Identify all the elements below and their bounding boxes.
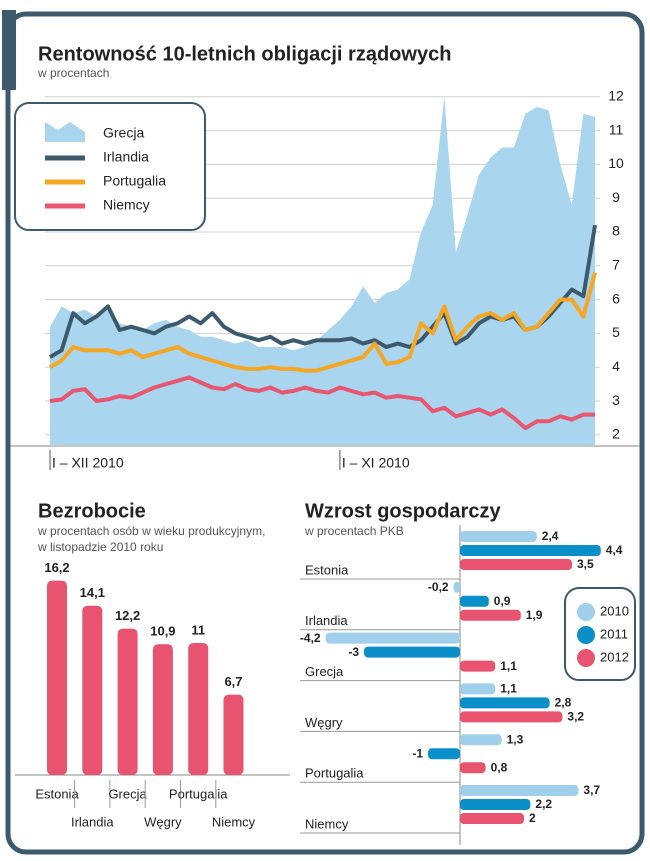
x-tick-label: Niemcy xyxy=(212,814,256,829)
value-label: -0,2 xyxy=(428,580,449,594)
line xyxy=(48,272,597,373)
bar xyxy=(325,632,460,644)
bar xyxy=(460,734,502,746)
legend-swatch xyxy=(577,626,595,644)
chart-subtitle: w procentach xyxy=(37,66,109,80)
value-label: -1 xyxy=(412,746,423,760)
legend-label: Portugalia xyxy=(103,173,166,189)
frame xyxy=(5,11,645,855)
value-label: 11 xyxy=(191,622,205,637)
legend-label: Niemcy xyxy=(103,197,150,213)
y-tick-label: Grecja xyxy=(305,664,344,679)
legend-swatch xyxy=(577,649,595,667)
y-tick-label: Irlandia xyxy=(305,613,348,628)
y-tick-label: Estonia xyxy=(305,562,349,577)
x-tick-label: I – XI 2010 xyxy=(342,455,410,471)
bar xyxy=(364,646,460,658)
value-label: 4,4 xyxy=(606,543,623,557)
value-label: 0,9 xyxy=(494,594,511,608)
bar xyxy=(460,545,601,556)
bar xyxy=(460,559,572,570)
y-tick-label: 5 xyxy=(612,324,620,340)
bar xyxy=(117,628,138,775)
chart-subtitle: w procentach osób w wieku produkcyjnym, xyxy=(37,524,265,538)
bar xyxy=(82,605,103,775)
legend-label: 2011 xyxy=(600,626,628,641)
bar xyxy=(460,660,496,672)
bar xyxy=(453,581,460,593)
x-tick-label: Węgry xyxy=(144,814,182,829)
y-tick-label: 9 xyxy=(612,189,620,205)
y-tick-label: 7 xyxy=(612,257,620,273)
value-label: 2,8 xyxy=(555,696,572,710)
y-tick-label: 11 xyxy=(609,121,624,137)
bar xyxy=(460,609,521,621)
y-tick-label: 8 xyxy=(612,223,620,239)
value-label: 14,1 xyxy=(80,585,105,600)
bar xyxy=(460,683,496,695)
legend-label: Grecja xyxy=(103,125,144,141)
bar xyxy=(460,697,550,709)
chart-subtitle: w listopadzie 2010 roku xyxy=(37,540,163,554)
y-tick-label: 3 xyxy=(612,392,620,408)
value-label: 3,2 xyxy=(567,710,584,724)
bar xyxy=(47,580,67,775)
bar xyxy=(460,531,537,542)
value-label: 1,1 xyxy=(500,682,517,696)
line xyxy=(49,375,595,431)
y-tick-label: Węgry xyxy=(305,715,343,730)
bar xyxy=(460,711,563,723)
chart-subtitle: w procentach PKB xyxy=(304,524,404,538)
value-label: 3,7 xyxy=(583,783,600,797)
value-label: 2,4 xyxy=(542,529,559,543)
value-label: 16,2 xyxy=(44,560,69,575)
y-tick-label: 2 xyxy=(612,426,620,442)
x-tick-label: Grecja xyxy=(108,786,147,801)
value-label: 12,2 xyxy=(115,608,140,623)
bar xyxy=(188,643,209,775)
value-label: 6,7 xyxy=(224,674,242,689)
bar xyxy=(428,748,460,760)
value-label: 2,2 xyxy=(535,797,552,811)
legend-label: 2010 xyxy=(600,603,629,618)
frame-notch xyxy=(2,10,16,90)
bar xyxy=(460,799,531,810)
y-tick-label: 10 xyxy=(608,155,624,171)
legend-swatch xyxy=(45,122,85,142)
x-tick-label: I – XII 2010 xyxy=(52,455,124,471)
area xyxy=(50,96,595,446)
bar xyxy=(460,785,579,796)
y-tick-label: 4 xyxy=(612,358,620,374)
legend-swatch xyxy=(577,603,595,621)
value-label: 2 xyxy=(529,811,536,825)
value-label: 1,1 xyxy=(500,659,517,673)
bar xyxy=(152,644,173,775)
legend-label: 2012 xyxy=(600,649,629,664)
bar xyxy=(223,694,244,775)
value-label: -3 xyxy=(348,645,359,659)
y-tick-label: 6 xyxy=(612,290,620,306)
value-label: 3,5 xyxy=(577,557,594,571)
x-tick-label: Estonia xyxy=(35,786,79,801)
value-label: 10,9 xyxy=(150,624,175,639)
y-tick-label: 12 xyxy=(608,87,624,103)
value-label: 1,3 xyxy=(507,732,524,746)
legend-label: Irlandia xyxy=(103,149,149,165)
bar xyxy=(460,595,489,607)
chart-title: Wzrost gospodarczy xyxy=(305,500,501,522)
chart-title: Rentowność 10-letnich obligacji rządowyc… xyxy=(38,43,451,65)
value-label: 0,8 xyxy=(491,760,508,774)
y-tick-label: Niemcy xyxy=(305,816,349,831)
x-tick-label: Irlandia xyxy=(71,814,114,829)
bar xyxy=(460,813,524,824)
value-label: -4,2 xyxy=(300,631,321,645)
y-tick-label: Portugalia xyxy=(305,766,364,781)
bar xyxy=(460,762,486,774)
chart-title: Bezrobocie xyxy=(38,500,146,522)
value-label: 1,9 xyxy=(526,608,543,622)
x-tick-label: Portugalia xyxy=(169,786,228,801)
